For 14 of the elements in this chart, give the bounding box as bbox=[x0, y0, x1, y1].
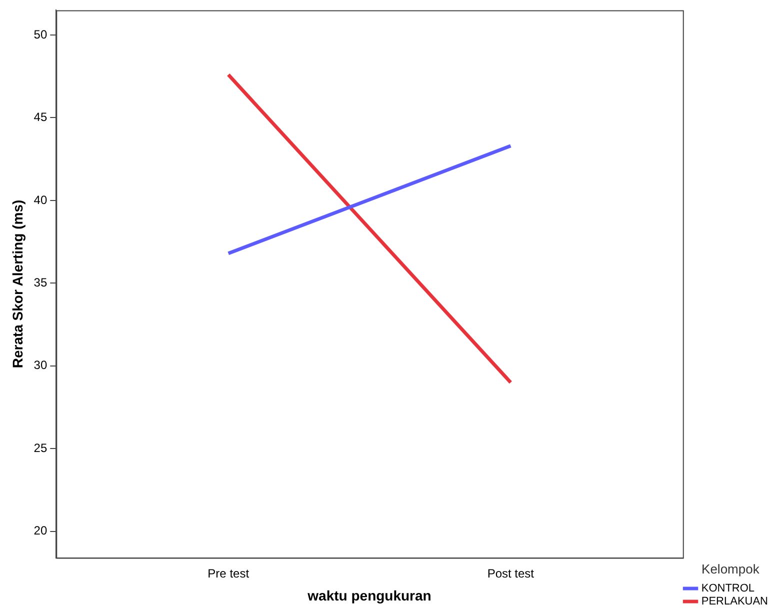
y-tick-label: 50 bbox=[34, 27, 48, 42]
y-axis-title: Rerata Skor Alerting (ms) bbox=[9, 200, 26, 368]
y-tick-label: 30 bbox=[34, 358, 48, 372]
x-tick-label: Post test bbox=[487, 566, 535, 580]
legend-label: PERLAKUAN bbox=[701, 596, 768, 608]
y-tick-label: 35 bbox=[34, 275, 48, 290]
y-tick-label: 25 bbox=[34, 440, 48, 455]
x-tick-label: Pre test bbox=[208, 566, 250, 580]
legend-title: Kelompok bbox=[702, 561, 760, 576]
y-tick-label: 45 bbox=[34, 110, 48, 124]
y-tick-label: 20 bbox=[34, 524, 48, 538]
y-tick-label: 40 bbox=[34, 192, 48, 207]
x-axis-title: waktu pengukuran bbox=[306, 587, 432, 604]
legend-label: KONTROL bbox=[701, 582, 755, 595]
